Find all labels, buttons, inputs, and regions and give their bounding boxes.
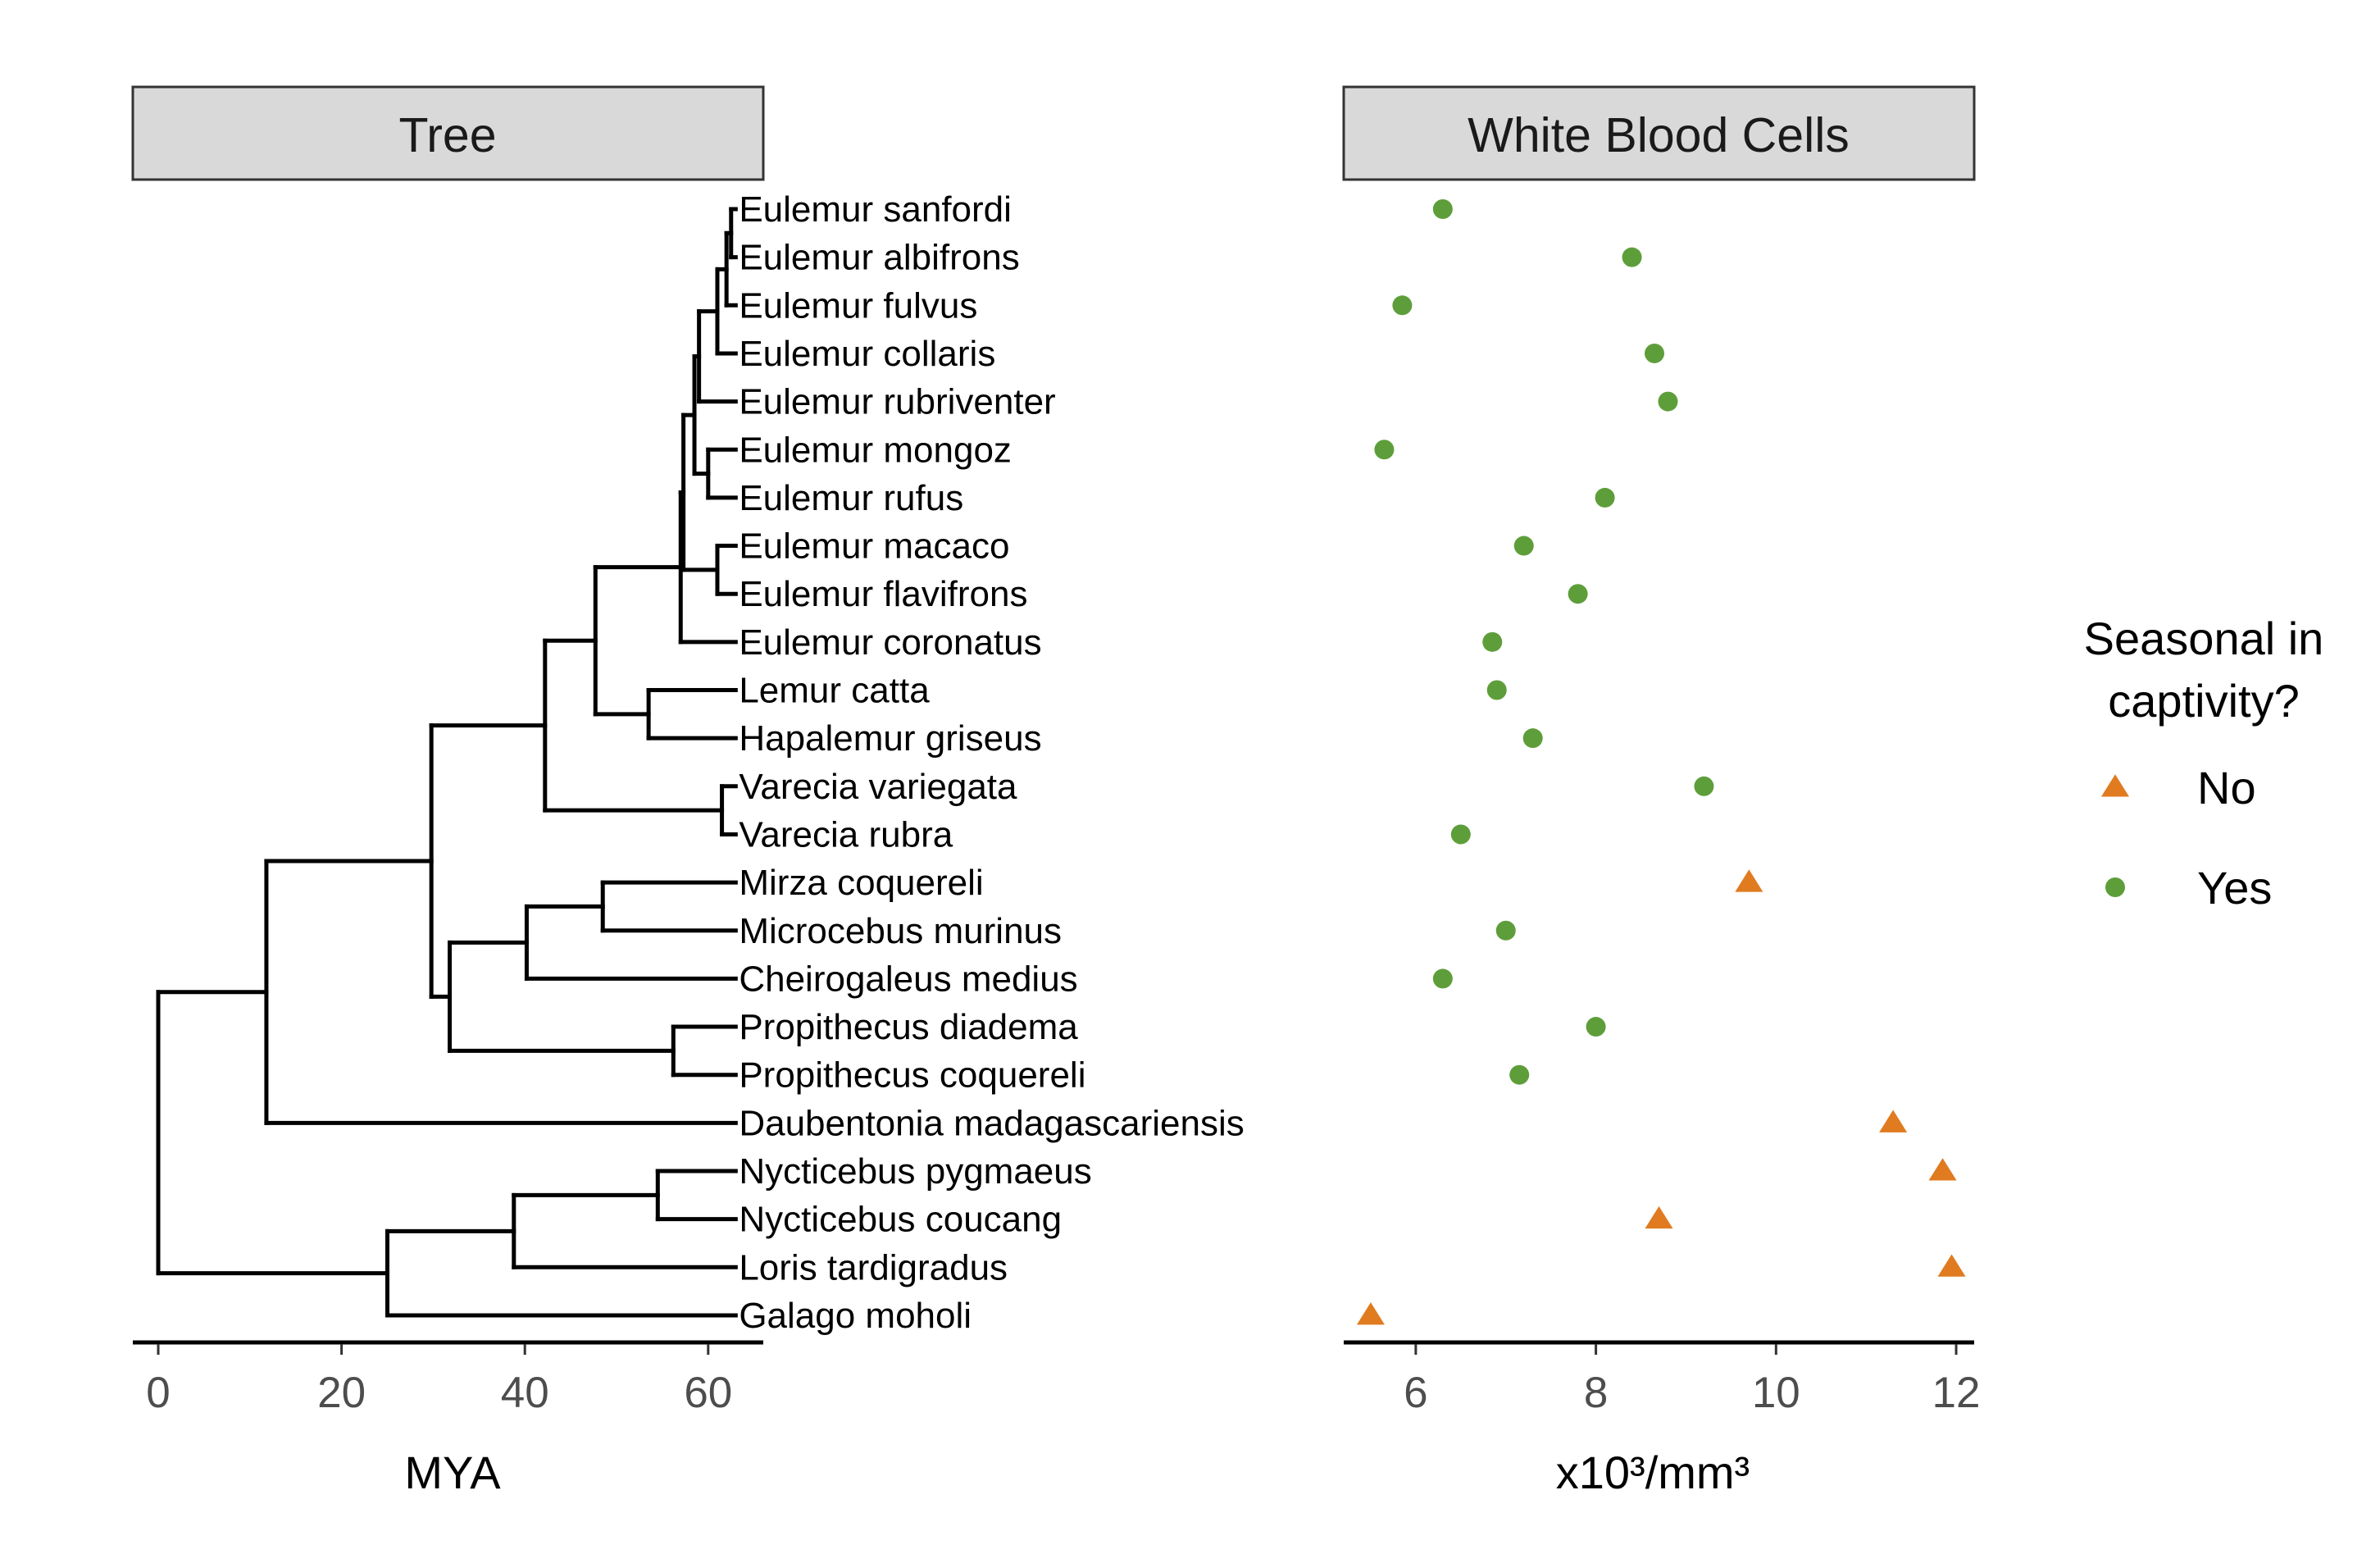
legend-items: No Yes <box>2101 762 2272 914</box>
wbc-strip-label: White Blood Cells <box>1468 108 1850 162</box>
point-yes-eulemur-rubriventer <box>1658 391 1678 412</box>
wbc-x-tick-label-8: 8 <box>1584 1369 1608 1417</box>
point-no-nycticebus-pygmaeus <box>1928 1158 1957 1181</box>
point-yes-eulemur-mongoz <box>1374 440 1395 460</box>
tip-label-varecia-variegata: Varecia variegata <box>739 767 1017 807</box>
legend-title-line2: captivity? <box>2108 675 2299 727</box>
tip-label-eulemur-albifrons: Eulemur albifrons <box>739 238 1019 278</box>
point-yes-microcebus-murinus <box>1495 920 1516 941</box>
point-yes-propithecus-diadema <box>1586 1017 1606 1037</box>
point-no-galago-moholi <box>1356 1302 1385 1325</box>
tree-x-tick-label-40: 40 <box>501 1369 549 1417</box>
tip-label-cheirogaleus-medius: Cheirogaleus medius <box>739 959 1077 999</box>
tip-label-eulemur-flavifrons: Eulemur flavifrons <box>739 574 1027 614</box>
point-yes-eulemur-sanfordi <box>1432 199 1453 219</box>
legend-title-line1: Seasonal in <box>2084 613 2324 664</box>
legend-key-no <box>2101 774 2129 797</box>
tree-x-tick-label-20: 20 <box>317 1369 366 1417</box>
tip-label-propithecus-coquereli: Propithecus coquereli <box>739 1055 1085 1096</box>
point-yes-eulemur-albifrons <box>1622 247 1642 267</box>
tree-x-tick-label-0: 0 <box>146 1369 170 1417</box>
tip-label-lemur-catta: Lemur catta <box>739 671 930 711</box>
point-yes-varecia-variegata <box>1694 776 1714 796</box>
wbc-x-tick-label-6: 6 <box>1404 1369 1427 1417</box>
point-yes-propithecus-coquereli <box>1509 1064 1530 1085</box>
tip-label-mirza-coquereli: Mirza coquereli <box>739 863 983 903</box>
wbc-x-tick-label-12: 12 <box>1932 1369 1981 1417</box>
tree-strip-label: Tree <box>398 108 496 162</box>
legend-label-yes: Yes <box>2197 862 2272 914</box>
tree-x-axis-title: MYA <box>404 1447 501 1498</box>
tip-label-eulemur-rubriventer: Eulemur rubriventer <box>739 382 1055 422</box>
tree-strip <box>131 85 765 181</box>
point-yes-eulemur-collaris <box>1645 343 1665 363</box>
wbc-points <box>1356 199 1966 1325</box>
tree-x-tick-label-60: 60 <box>684 1369 732 1417</box>
tip-label-loris-tardigradus: Loris tardigradus <box>739 1247 1008 1287</box>
tip-label-varecia-rubra: Varecia rubra <box>739 814 953 854</box>
wbc-x-axis-title: x10³/mm³ <box>1556 1447 1750 1498</box>
point-yes-eulemur-fulvus <box>1392 295 1413 316</box>
tree-branches <box>156 207 738 1318</box>
tip-label-nycticebus-pygmaeus: Nycticebus pygmaeus <box>739 1151 1091 1192</box>
legend-key-yes <box>2105 877 2125 897</box>
point-yes-cheirogaleus-medius <box>1432 968 1453 989</box>
tip-label-nycticebus-coucang: Nycticebus coucang <box>739 1200 1062 1240</box>
tree-x-ticks: 0 20 40 60 <box>146 1344 732 1417</box>
point-yes-eulemur-macaco <box>1513 535 1534 556</box>
tip-label-eulemur-mongoz: Eulemur mongoz <box>739 430 1012 470</box>
tip-label-microcebus-murinus: Microcebus murinus <box>739 911 1062 951</box>
point-no-nycticebus-coucang <box>1645 1205 1673 1229</box>
tip-label-propithecus-diadema: Propithecus diadema <box>739 1007 1078 1047</box>
point-yes-eulemur-flavifrons <box>1568 584 1588 604</box>
wbc-panel: White Blood Cells 6 8 10 12 x10³/mm³ <box>1342 85 1981 1498</box>
legend: Seasonal in captivity? No Yes <box>2084 613 2324 914</box>
point-yes-eulemur-rufus <box>1595 487 1615 508</box>
tip-label-eulemur-collaris: Eulemur collaris <box>739 334 995 374</box>
wbc-strip <box>1342 85 1976 181</box>
legend-label-no: No <box>2197 762 2256 813</box>
point-no-loris-tardigradus <box>1937 1254 1966 1277</box>
tip-label-eulemur-coronatus: Eulemur coronatus <box>739 622 1041 663</box>
tip-label-eulemur-macaco: Eulemur macaco <box>739 526 1009 567</box>
tree-tip-labels: Eulemur sanfordi Eulemur albifrons Eulemur… <box>739 189 1244 1336</box>
wbc-x-tick-label-10: 10 <box>1752 1369 1800 1417</box>
tip-label-eulemur-fulvus: Eulemur fulvus <box>739 285 977 326</box>
tip-label-hapalemur-griseus: Hapalemur griseus <box>739 718 1041 759</box>
point-no-mirza-coquereli <box>1735 869 1763 892</box>
point-yes-varecia-rubra <box>1450 824 1471 845</box>
point-yes-eulemur-coronatus <box>1482 631 1503 652</box>
tip-label-galago-moholi: Galago moholi <box>739 1296 972 1336</box>
point-no-daubentonia-madagascariensis <box>1879 1110 1908 1132</box>
point-yes-hapalemur-griseus <box>1522 728 1543 749</box>
tip-label-eulemur-sanfordi: Eulemur sanfordi <box>739 189 1012 230</box>
tip-label-eulemur-rufus: Eulemur rufus <box>739 478 963 518</box>
point-yes-lemur-catta <box>1486 680 1507 700</box>
wbc-x-ticks: 6 8 10 12 <box>1404 1344 1981 1417</box>
tip-label-daubentonia-madagascariensis: Daubentonia madagascariensis <box>739 1103 1244 1143</box>
